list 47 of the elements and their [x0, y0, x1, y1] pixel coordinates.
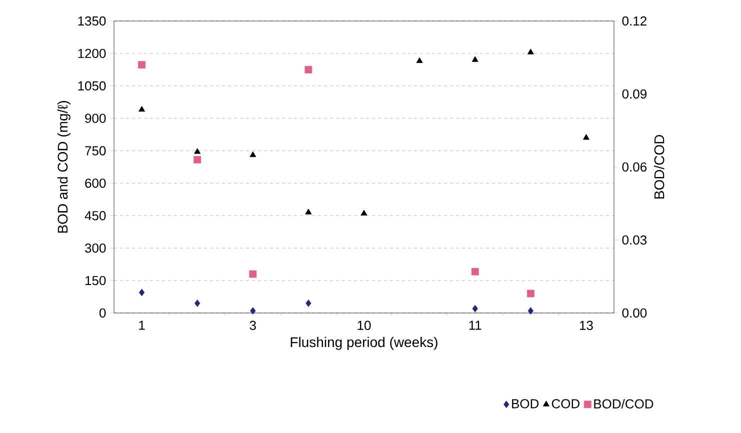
y-tick-label: 450	[84, 211, 106, 220]
y-tick-label: 1200	[78, 48, 106, 58]
legend-label: BOD/COD	[594, 398, 654, 408]
legend-label: COD	[552, 399, 580, 408]
x-tick-label: 11	[469, 320, 482, 330]
point	[527, 48, 534, 54]
y-tick-label: 900	[85, 114, 106, 123]
x-tick-label: 1	[139, 320, 145, 330]
y2-tick-label: 0.00	[622, 308, 647, 318]
point	[138, 61, 146, 68]
y2-tick-label: 0.09	[622, 89, 646, 99]
point	[194, 156, 202, 164]
point	[138, 288, 145, 296]
point	[304, 66, 312, 74]
legend-label: BOD	[512, 399, 539, 408]
y2-axis-title: BOD/COD	[654, 134, 664, 199]
point	[250, 307, 256, 315]
y-tick-label: 150	[86, 276, 106, 286]
y-tick-label: 600	[85, 178, 106, 188]
point	[305, 208, 312, 214]
point	[250, 151, 256, 158]
point	[416, 57, 423, 63]
y2-tick-label: 0.03	[622, 235, 647, 245]
point	[138, 106, 146, 112]
x-tick-label: 3	[250, 320, 256, 330]
x-tick-label: 13	[580, 320, 593, 330]
point	[472, 56, 478, 62]
point	[582, 134, 590, 140]
point	[194, 148, 201, 154]
point	[526, 290, 534, 298]
point	[306, 300, 312, 307]
point	[472, 304, 478, 312]
y2-tick-label: 0.12	[622, 16, 646, 26]
x-tick-label: 10	[358, 320, 371, 330]
y-tick-label: 1350	[78, 16, 106, 26]
y-tick-label: 750	[85, 146, 106, 156]
y-axis-title: BOD and COD (mg/ℓ)	[57, 101, 70, 233]
y-tick-label: 300	[85, 243, 106, 253]
point	[528, 307, 534, 315]
point	[360, 210, 368, 216]
point	[194, 300, 200, 307]
y2-tick-label: 0.06	[622, 162, 647, 172]
point	[249, 270, 257, 278]
y-tick-label: 1050	[78, 81, 106, 90]
point	[471, 268, 479, 276]
y-tick-label: 0	[99, 308, 106, 318]
x-axis-title: Flushing period (weeks)	[290, 336, 438, 350]
